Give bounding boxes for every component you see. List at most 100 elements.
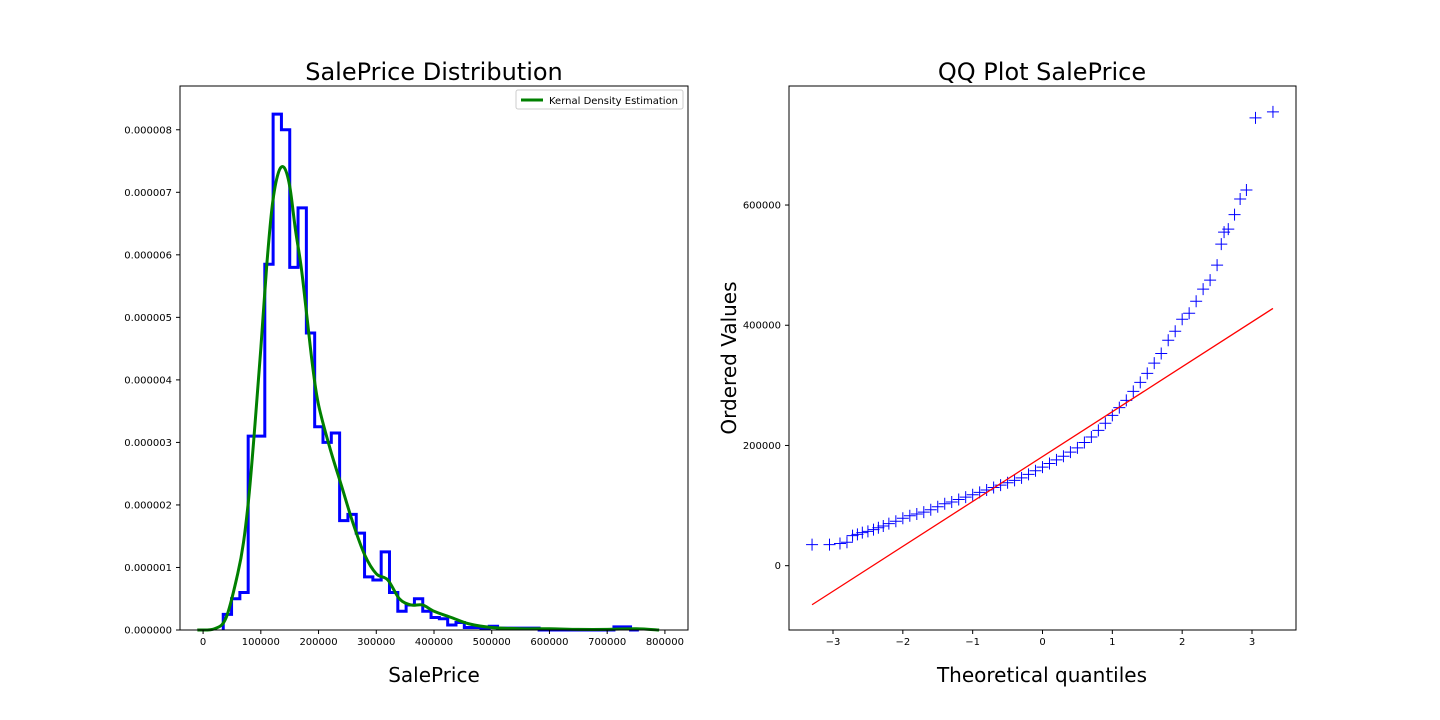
- qq-point: [994, 479, 1007, 492]
- qq-point: [1036, 461, 1049, 474]
- qq-point: [1008, 474, 1021, 487]
- qq-x-tick-label: 3: [1249, 637, 1255, 648]
- qq-point: [931, 500, 944, 513]
- histogram-y-tick-label: 0.000001: [124, 563, 172, 574]
- qq-point: [1176, 313, 1189, 326]
- qq-point: [1222, 223, 1235, 236]
- qq-point: [910, 507, 923, 520]
- qq-point: [867, 523, 880, 536]
- qq-point: [1085, 431, 1098, 444]
- qq-point: [823, 538, 836, 551]
- qq-point: [1234, 193, 1247, 206]
- qq-y-tick-label: 200000: [743, 441, 781, 452]
- qq-point: [856, 526, 869, 539]
- qq-point: [1190, 295, 1203, 308]
- qq-y-tick-label: 600000: [743, 201, 781, 212]
- histogram-x-tick-label: 400000: [415, 637, 453, 648]
- histogram-y-tick-label: 0.000005: [124, 313, 172, 324]
- qq-x-ticks: −3 −2 −1 0 1 2 3: [826, 630, 1255, 648]
- histogram-x-tick-label: 800000: [646, 637, 684, 648]
- qq-x-tick-label: −2: [895, 637, 910, 648]
- qq-point: [952, 493, 965, 506]
- qq-point: [1204, 274, 1217, 287]
- qq-title: QQ Plot SalePrice: [938, 58, 1146, 86]
- histogram-x-tick-label: 700000: [588, 637, 626, 648]
- qq-fit-line: [811, 307, 1274, 606]
- qq-point: [840, 536, 853, 549]
- qq-y-ticks: 0 200000 400000 600000: [743, 201, 789, 572]
- qq-point: [1015, 471, 1028, 484]
- histogram-x-tick-label: 200000: [299, 637, 337, 648]
- qq-point: [1092, 424, 1105, 437]
- qq-x-axis-label: Theoretical quantiles: [936, 663, 1147, 687]
- qq-point: [1029, 464, 1042, 477]
- qq-point: [1043, 457, 1056, 470]
- qq-point: [1064, 446, 1077, 459]
- qq-x-tick-label: 0: [1039, 637, 1045, 648]
- qq-point: [1127, 385, 1140, 398]
- qq-x-tick-label: 1: [1109, 637, 1115, 648]
- qq-point: [872, 521, 885, 534]
- qq-point: [1050, 453, 1063, 466]
- qq-point: [1211, 259, 1224, 272]
- histogram-y-tick-label: 0.000000: [124, 626, 172, 637]
- histogram-x-tick-label: 600000: [530, 637, 568, 648]
- qq-point: [959, 491, 972, 504]
- qq-point: [1240, 183, 1253, 196]
- histogram-y-tick-label: 0.000007: [124, 188, 172, 199]
- histogram-x-axis-label: SalePrice: [388, 663, 480, 687]
- qq-x-tick-label: −1: [965, 637, 980, 648]
- qq-point: [1099, 417, 1112, 430]
- qq-point: [917, 506, 930, 519]
- qq-point: [1228, 208, 1241, 221]
- qq-point: [882, 517, 895, 530]
- histogram-panel: SalePrice Distribution 0 100000 200000 3000…: [124, 58, 689, 687]
- qq-point: [1197, 283, 1210, 296]
- histogram-y-tick-label: 0.000002: [124, 500, 172, 511]
- qq-point: [861, 525, 874, 538]
- qq-point: [806, 538, 819, 551]
- legend-kde-label: Kernal Density Estimation: [549, 96, 678, 107]
- qq-point: [896, 512, 909, 525]
- qq-point: [903, 509, 916, 522]
- qq-point: [1249, 111, 1262, 124]
- histogram-x-tick-label: 500000: [473, 637, 511, 648]
- qq-point: [833, 537, 846, 550]
- qq-point: [889, 515, 902, 528]
- qq-y-tick-label: 400000: [743, 321, 781, 332]
- qq-point: [1078, 436, 1091, 449]
- histogram-y-tick-label: 0.000003: [124, 438, 172, 449]
- qq-y-tick-label: 0: [775, 561, 781, 572]
- qq-point: [1134, 376, 1147, 389]
- qq-point: [1266, 105, 1279, 118]
- qq-panel: QQ Plot SalePrice −3 −2 −1 0 1 2 3 0 200000 4000…: [717, 58, 1297, 687]
- qq-y-axis-label: Ordered Values: [717, 281, 741, 434]
- kde-line: [197, 165, 660, 632]
- legend-box: [515, 89, 684, 110]
- histogram-y-tick-label: 0.000006: [124, 250, 172, 261]
- qq-point: [1057, 450, 1070, 463]
- qq-point: [846, 529, 859, 542]
- qq-point: [966, 488, 979, 501]
- qq-point: [938, 497, 951, 510]
- histogram-legend: Kernal Density Estimation: [515, 89, 684, 110]
- qq-point: [1169, 325, 1182, 338]
- histogram-y-tick-label: 0.000008: [124, 125, 172, 136]
- histogram-x-tick-label: 300000: [357, 637, 395, 648]
- qq-point: [1215, 238, 1228, 251]
- histogram-y-tick-label: 0.000004: [124, 375, 172, 386]
- qq-point: [1183, 307, 1196, 320]
- histogram-x-tick-label: 0: [200, 637, 206, 648]
- qq-point: [1148, 357, 1161, 370]
- qq-x-tick-label: −3: [826, 637, 841, 648]
- qq-point: [924, 503, 937, 516]
- histogram-y-ticks: 0.000000 0.000001 0.000002 0.000003 0.000004…: [124, 125, 180, 637]
- histogram-x-ticks: 0 100000 200000 300000 400000 500000 600000 700…: [200, 630, 684, 648]
- qq-point: [1162, 334, 1175, 347]
- qq-point: [1071, 441, 1084, 454]
- qq-x-tick-label: 2: [1179, 637, 1185, 648]
- qq-point: [1141, 367, 1154, 380]
- histogram-title: SalePrice Distribution: [305, 58, 563, 86]
- qq-plot-area: [806, 105, 1279, 606]
